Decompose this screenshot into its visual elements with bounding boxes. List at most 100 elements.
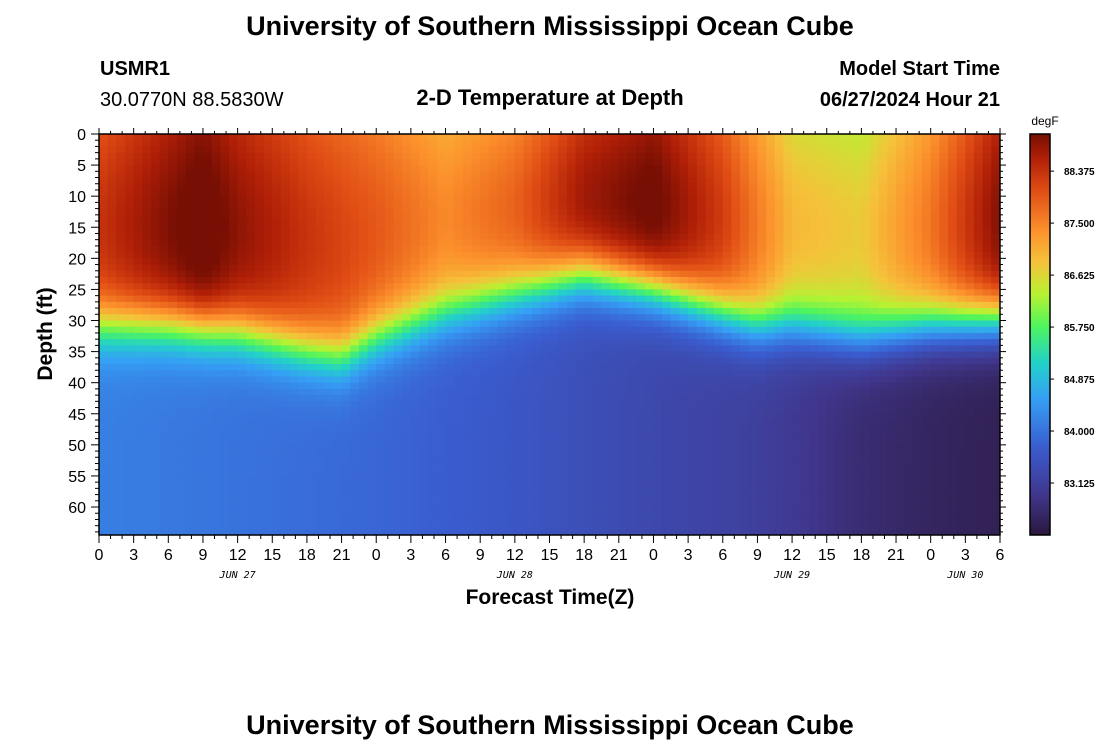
heatmap-cell	[523, 308, 533, 315]
heatmap-cell	[592, 196, 603, 203]
heatmap-cell	[653, 426, 663, 434]
heatmap-cell	[211, 507, 221, 514]
heatmap-cell	[722, 388, 733, 396]
heatmap-cell	[506, 513, 516, 521]
heatmap-cell	[714, 171, 724, 179]
heatmap-cell	[471, 202, 481, 210]
heatmap-cell	[133, 339, 143, 346]
heatmap-cell	[740, 140, 750, 148]
heatmap-cell	[124, 171, 135, 179]
heatmap-cell	[566, 227, 577, 235]
heatmap-cell	[454, 239, 464, 247]
heatmap-cell	[506, 469, 516, 477]
heatmap-cell	[341, 370, 351, 378]
heatmap-cell	[367, 525, 377, 533]
heatmap-cell	[289, 426, 299, 434]
heatmap-cell	[419, 221, 429, 228]
heatmap-cell	[99, 531, 109, 535]
heatmap-cell	[436, 525, 447, 533]
heatmap-cell	[332, 463, 343, 471]
heatmap-cell	[462, 146, 473, 154]
heatmap-cell	[263, 308, 273, 315]
heatmap-cell	[584, 351, 594, 359]
heatmap-cell	[150, 351, 161, 359]
heatmap-cell	[168, 134, 178, 141]
heatmap-cell	[410, 513, 421, 521]
heatmap-cell	[202, 221, 213, 228]
heatmap-cell	[306, 276, 317, 284]
heatmap-cell	[315, 233, 325, 241]
heatmap-cell	[410, 158, 421, 166]
heatmap-cell	[488, 134, 499, 141]
heatmap-cell	[445, 208, 455, 216]
heatmap-cell	[488, 513, 499, 521]
heatmap-cell	[471, 438, 481, 446]
heatmap-cell	[584, 519, 594, 527]
heatmap-cell	[142, 208, 152, 216]
heatmap-cell	[471, 301, 481, 309]
heatmap-cell	[705, 146, 715, 154]
heatmap-cell	[350, 432, 360, 440]
heatmap-cell	[185, 134, 195, 141]
heatmap-cell	[618, 208, 629, 216]
heatmap-cell	[402, 177, 412, 185]
heatmap-cell	[445, 258, 455, 266]
heatmap-cell	[280, 382, 291, 390]
heatmap-cell	[523, 202, 533, 210]
heatmap-cell	[402, 308, 412, 315]
heatmap-cell	[445, 134, 455, 141]
heatmap-cell	[237, 345, 247, 353]
heatmap-cell	[722, 482, 733, 489]
heatmap-cell	[497, 519, 507, 527]
heatmap-cell	[454, 227, 464, 235]
heatmap-cell	[280, 401, 291, 409]
heatmap-cell	[523, 233, 533, 241]
heatmap-cell	[341, 500, 351, 508]
heatmap-cell	[462, 345, 473, 353]
heatmap-cell	[289, 301, 299, 309]
heatmap-cell	[289, 401, 299, 409]
heatmap-cell	[514, 451, 525, 458]
heatmap-cell	[584, 457, 594, 465]
heatmap-cell	[254, 270, 265, 278]
heatmap-cell	[150, 245, 161, 253]
heatmap-cell	[410, 388, 421, 396]
heatmap-cell	[497, 202, 507, 210]
heatmap-cell	[367, 158, 377, 166]
heatmap-cell	[558, 339, 568, 346]
heatmap-cell	[367, 444, 377, 452]
heatmap-cell	[107, 208, 117, 216]
heatmap-cell	[462, 519, 473, 527]
heatmap-cell	[644, 370, 655, 378]
heatmap-cell	[202, 457, 213, 465]
heatmap-cell	[341, 413, 351, 421]
heatmap-cell	[653, 507, 663, 514]
heatmap-cell	[124, 152, 135, 160]
heatmap-cell	[584, 314, 594, 322]
heatmap-cell	[688, 314, 698, 322]
heatmap-cell	[436, 332, 447, 340]
heatmap-cell	[610, 513, 620, 521]
heatmap-cell	[636, 494, 646, 502]
heatmap-cell	[306, 320, 317, 328]
heatmap-cell	[298, 189, 308, 197]
heatmap-cell	[722, 475, 733, 483]
heatmap-cell	[220, 494, 230, 502]
heatmap-cell	[376, 239, 386, 247]
heatmap-cell	[748, 326, 759, 334]
heatmap-cell	[263, 227, 273, 235]
heatmap-cell	[601, 152, 611, 160]
heatmap-cell	[575, 289, 585, 297]
heatmap-cell	[237, 401, 247, 409]
heatmap-cell	[454, 320, 464, 328]
heatmap-cell	[289, 488, 299, 496]
heatmap-cell	[714, 283, 724, 291]
heatmap-cell	[532, 444, 542, 452]
heatmap-cell	[722, 463, 733, 471]
heatmap-cell	[653, 196, 663, 203]
heatmap-cell	[298, 208, 308, 216]
heatmap-cell	[558, 488, 568, 496]
heatmap-cell	[748, 208, 759, 216]
heatmap-cell	[228, 457, 239, 465]
heatmap-cell	[393, 463, 403, 471]
